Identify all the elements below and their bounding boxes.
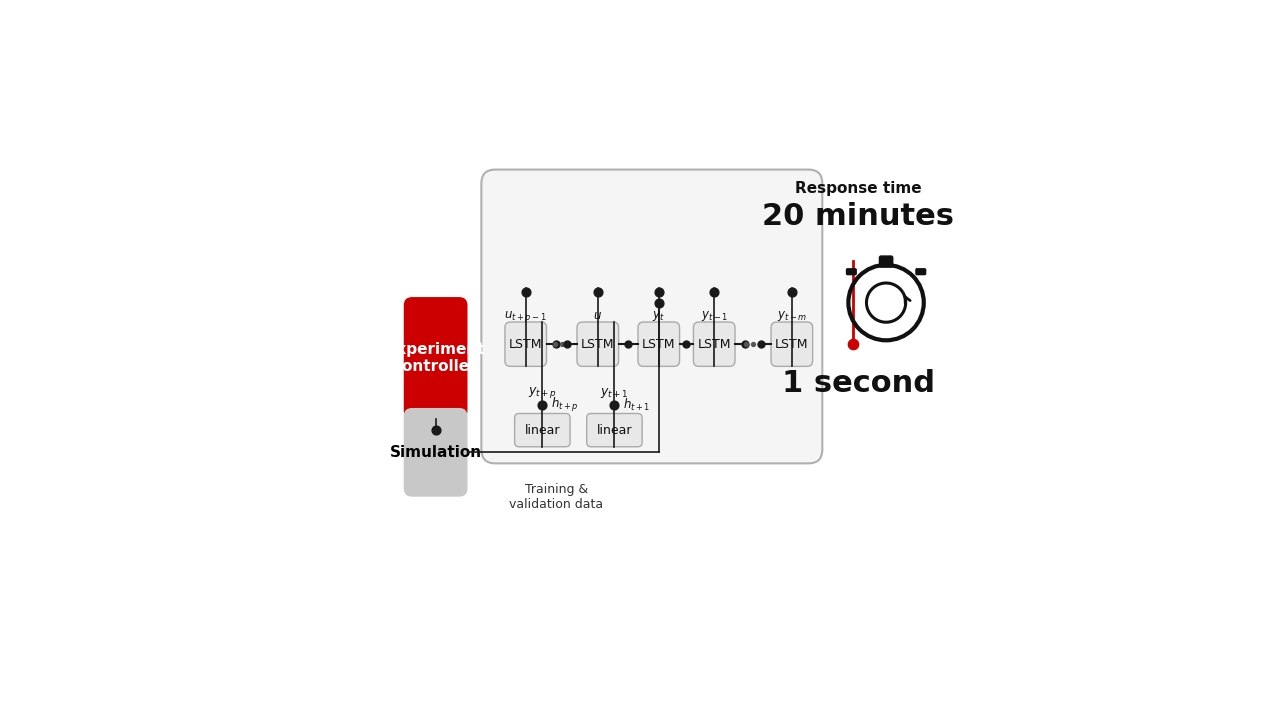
Text: $y_{t-1}$: $y_{t-1}$ [700, 310, 728, 323]
Text: linear: linear [525, 423, 561, 436]
Point [604, 400, 625, 411]
FancyBboxPatch shape [879, 256, 892, 267]
Text: 1 second: 1 second [782, 369, 934, 397]
Point [557, 338, 577, 350]
Text: $y_{t+1}$: $y_{t+1}$ [600, 386, 628, 400]
Text: LSTM: LSTM [581, 338, 614, 351]
Point [618, 338, 639, 350]
FancyBboxPatch shape [637, 322, 680, 366]
Text: Response time: Response time [795, 181, 922, 197]
Text: LSTM: LSTM [776, 338, 809, 351]
Text: Experiment
controller: Experiment controller [387, 342, 485, 374]
Point [552, 338, 572, 350]
Text: $y_{t}$: $y_{t}$ [653, 310, 666, 323]
Text: $u_{t+p-1}$: $u_{t+p-1}$ [504, 310, 547, 324]
FancyBboxPatch shape [694, 322, 735, 366]
Text: $h_{t+p}$: $h_{t+p}$ [550, 396, 579, 414]
FancyBboxPatch shape [771, 322, 813, 366]
Text: $y_{t-m}$: $y_{t-m}$ [777, 310, 806, 323]
Point [649, 297, 669, 308]
Text: $y_{t+p}$: $y_{t+p}$ [527, 384, 557, 400]
Text: LSTM: LSTM [643, 338, 676, 351]
FancyBboxPatch shape [846, 268, 856, 275]
Point [516, 286, 536, 297]
Point [558, 338, 579, 350]
Text: 20 minutes: 20 minutes [763, 202, 955, 231]
Point [547, 338, 567, 350]
FancyBboxPatch shape [481, 169, 822, 464]
Text: Simulation: Simulation [389, 445, 481, 460]
Point [704, 286, 724, 297]
FancyBboxPatch shape [915, 268, 927, 275]
FancyBboxPatch shape [515, 413, 570, 446]
Text: LSTM: LSTM [509, 338, 543, 351]
FancyBboxPatch shape [403, 408, 467, 497]
Text: linear: linear [596, 423, 632, 436]
Point [676, 338, 696, 350]
Point [736, 338, 756, 350]
Text: Training &
validation data: Training & validation data [509, 483, 603, 510]
Point [751, 338, 772, 350]
FancyBboxPatch shape [586, 413, 643, 446]
FancyBboxPatch shape [504, 322, 547, 366]
Point [782, 286, 803, 297]
Text: $u$: $u$ [594, 310, 603, 323]
Point [588, 286, 608, 297]
Point [649, 286, 669, 297]
Point [532, 400, 553, 411]
Point [425, 424, 445, 436]
Text: LSTM: LSTM [698, 338, 731, 351]
Text: $h_{t+1}$: $h_{t+1}$ [623, 397, 650, 413]
FancyBboxPatch shape [403, 297, 467, 419]
Point [844, 338, 864, 350]
Point [749, 338, 769, 350]
Point [545, 338, 566, 350]
Point [735, 338, 755, 350]
FancyBboxPatch shape [577, 322, 618, 366]
Point [742, 338, 763, 350]
